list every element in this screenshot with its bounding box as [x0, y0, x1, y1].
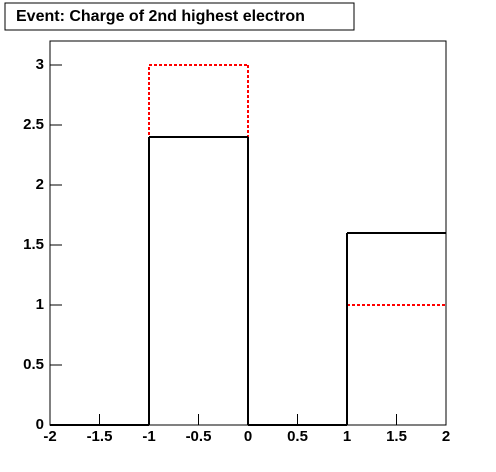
x-tick-label: 0: [244, 428, 252, 445]
y-tick-label: 1.5: [23, 236, 44, 253]
x-tick-label: 2: [442, 428, 450, 445]
x-tick-label: -0.5: [186, 428, 212, 445]
x-tick-label: 1.5: [386, 428, 407, 445]
x-tick-label: 0.5: [287, 428, 308, 445]
x-tick-label: -1.5: [87, 428, 113, 445]
y-tick-label: 2: [36, 176, 44, 193]
y-tick-label: 0: [36, 416, 44, 433]
y-tick-label: 3: [36, 56, 44, 73]
chart-title: Event: Charge of 2nd highest electron: [16, 8, 305, 25]
y-tick-label: 1: [36, 296, 44, 313]
x-tick-label: 1: [343, 428, 351, 445]
x-tick-label: -2: [43, 428, 56, 445]
x-tick-label: -1: [142, 428, 155, 445]
y-tick-label: 2.5: [23, 116, 44, 133]
y-tick-label: 0.5: [23, 356, 44, 373]
title-box: [4, 2, 355, 31]
